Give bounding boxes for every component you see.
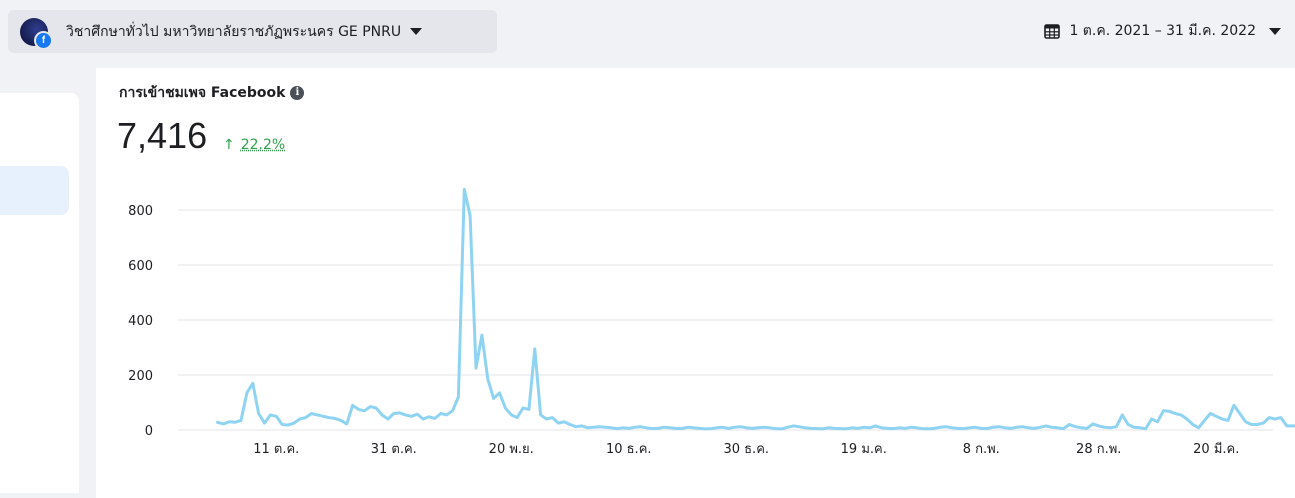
line-chart: 0 200 400 600 800 11 ต.ค. 31 ต.ค. 20 พ.ย. 10 ธ.… (0, 0, 1295, 488)
x-tick-label: 8 ก.พ. (963, 442, 1000, 457)
x-tick-label: 10 ธ.ค. (606, 442, 652, 457)
x-tick-label: 19 ม.ค. (841, 442, 887, 457)
y-tick-label: 200 (128, 369, 153, 384)
y-tick-label: 400 (128, 314, 153, 329)
x-tick-label: 11 ต.ค. (253, 442, 299, 457)
x-tick-label: 20 พ.ย. (489, 442, 534, 457)
x-tick-label: 30 ธ.ค. (723, 442, 769, 457)
y-tick-label: 600 (128, 259, 153, 274)
series-line (218, 189, 1295, 429)
y-tick-label: 800 (128, 204, 153, 219)
x-tick-label: 20 มี.ค. (1193, 441, 1239, 457)
x-tick-label: 31 ต.ค. (371, 442, 417, 457)
x-tick-label: 28 ก.พ. (1076, 442, 1121, 457)
y-tick-label: 0 (145, 424, 153, 439)
